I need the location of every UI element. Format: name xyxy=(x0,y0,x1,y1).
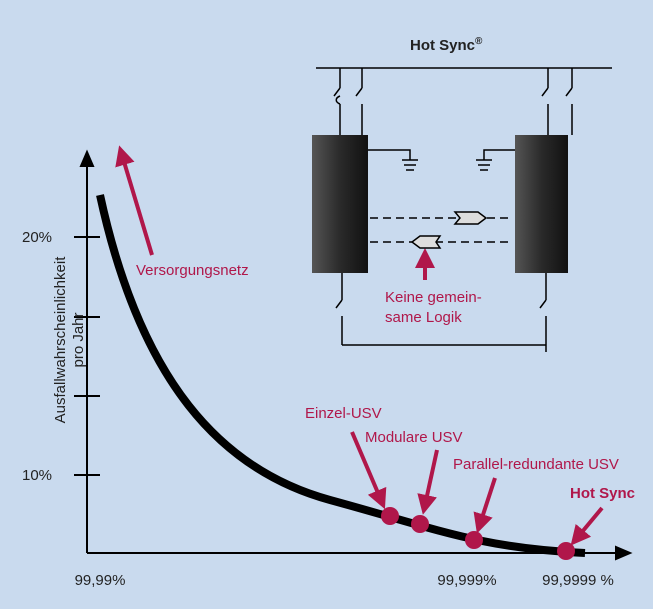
x-tick-label: 99,99% xyxy=(75,572,126,589)
y-axis-title: pro Jahr xyxy=(70,312,87,367)
arrows xyxy=(115,145,604,546)
ups-unit xyxy=(312,135,368,273)
y-axis-title: Ausfallwahrscheinlichkeit xyxy=(52,256,69,424)
logic-note: same Logik xyxy=(385,309,462,326)
axes xyxy=(74,149,633,561)
curve-label: Parallel-redundante USV xyxy=(453,456,619,473)
curve-label: Versorgungsnetz xyxy=(136,262,249,279)
schematic-title: Hot Sync® xyxy=(410,36,483,54)
ups-unit xyxy=(515,135,568,273)
title-mark: ® xyxy=(475,36,483,47)
x-tick-label: 99,9999 % xyxy=(542,572,614,589)
curve-label: Modulare USV xyxy=(365,429,463,446)
y-tick-label: 10% xyxy=(22,467,52,484)
schematic xyxy=(316,67,612,352)
y-tick-label: 20% xyxy=(22,229,52,246)
title: Hot Sync xyxy=(410,37,475,54)
curve-label: Einzel-USV xyxy=(305,405,382,422)
logic-note: Keine gemein- xyxy=(385,289,482,306)
curve xyxy=(96,194,586,557)
x-tick-label: 99,999% xyxy=(437,572,496,589)
points xyxy=(381,507,575,560)
curve-label: Hot Sync xyxy=(570,485,635,502)
